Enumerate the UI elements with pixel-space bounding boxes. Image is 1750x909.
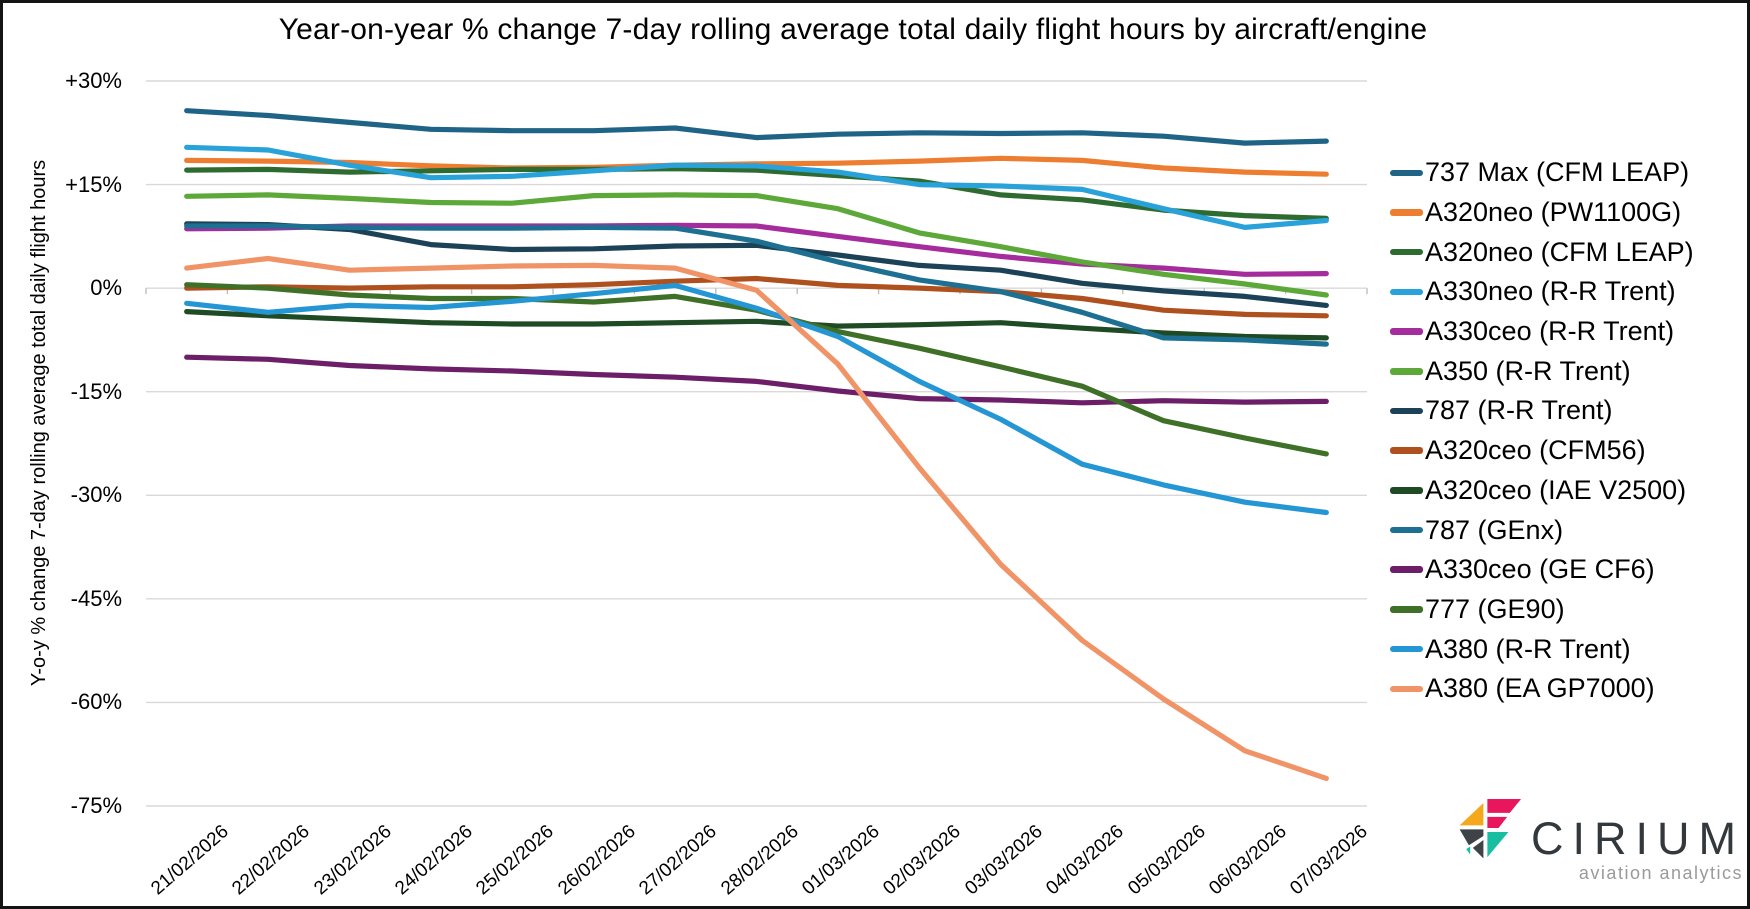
legend-item: A330ceo (R-R Trent) xyxy=(1390,312,1694,352)
legend-item: 737 Max (CFM LEAP) xyxy=(1390,153,1694,193)
legend-item: A380 (R-R Trent) xyxy=(1390,629,1694,669)
series-line-A330neo (R-R Trent) xyxy=(184,144,1329,230)
legend-swatch-icon xyxy=(1390,248,1423,256)
y-tick-label: -75% xyxy=(70,793,122,818)
legend-label: A330ceo (GE CF6) xyxy=(1425,554,1655,585)
series-line-A380 (R-R Trent) xyxy=(184,282,1329,516)
legend-swatch-icon xyxy=(1390,328,1423,335)
legend-item: A320neo (CFM LEAP) xyxy=(1390,232,1694,272)
legend-label: A330neo (R-R Trent) xyxy=(1425,276,1676,307)
legend-label: 737 Max (CFM LEAP) xyxy=(1425,157,1690,188)
legend-swatch-icon xyxy=(1390,526,1423,534)
legend-item: A330ceo (GE CF6) xyxy=(1390,550,1694,590)
series-line-787 (R-R Trent) xyxy=(184,221,1329,308)
cirium-logo: CIRIUM aviation analytics xyxy=(1451,791,1747,896)
legend-item: 787 (R-R Trent) xyxy=(1390,391,1694,431)
y-tick-label: -30% xyxy=(70,482,122,508)
legend-swatch-icon xyxy=(1390,209,1423,216)
y-tick-label: -60% xyxy=(70,689,122,715)
chart-legend: 737 Max (CFM LEAP) A320neo (PW1100G) A320n… xyxy=(1390,153,1694,709)
legend-swatch-icon xyxy=(1390,685,1423,693)
legend-swatch-icon xyxy=(1390,566,1423,573)
plot-area xyxy=(145,80,1368,807)
legend-label: A320ceo (CFM56) xyxy=(1425,435,1646,466)
y-tick-label: -15% xyxy=(70,378,122,404)
chart-title: Year-on-year % change 7-day rolling aver… xyxy=(278,13,1428,46)
legend-swatch-icon xyxy=(1390,407,1423,415)
legend-label: 787 (GEnx) xyxy=(1425,514,1564,545)
series-line-787 (GEnx) xyxy=(184,223,1329,347)
legend-swatch-icon xyxy=(1390,368,1423,375)
y-tick-label: 0% xyxy=(90,275,122,301)
legend-label: A380 (EA GP7000) xyxy=(1425,673,1655,704)
series-line-A320ceo (CFM56) xyxy=(184,275,1329,319)
legend-label: 777 (GE90) xyxy=(1425,593,1565,624)
legend-label: A330ceo (R-R Trent) xyxy=(1425,316,1675,347)
series-line-A350 (R-R Trent) xyxy=(184,192,1329,298)
legend-item: A350 (R-R Trent) xyxy=(1390,351,1694,391)
cirium-logo-icon xyxy=(1459,799,1522,859)
cirium-logo-tagline: aviation analytics xyxy=(1578,863,1743,883)
series-line-A380 (EA GP7000) xyxy=(184,255,1329,782)
legend-item: A320neo (PW1100G) xyxy=(1390,193,1694,233)
legend-item: A380 (EA GP7000) xyxy=(1390,669,1694,709)
y-tick-label: +15% xyxy=(65,171,122,197)
series-line-A330ceo (GE CF6) xyxy=(184,354,1329,406)
legend-item: A320ceo (CFM56) xyxy=(1390,431,1694,471)
legend-label: A320ceo (IAE V2500) xyxy=(1425,474,1687,505)
legend-swatch-icon xyxy=(1390,606,1423,613)
legend-item: A320ceo (IAE V2500) xyxy=(1390,471,1694,511)
cirium-logo-text: CIRIUM xyxy=(1531,813,1745,864)
legend-swatch-icon xyxy=(1390,447,1423,454)
legend-item: 787 (GEnx) xyxy=(1390,510,1694,550)
legend-swatch-icon xyxy=(1390,288,1423,296)
legend-label: A350 (R-R Trent) xyxy=(1425,355,1631,386)
legend-swatch-icon xyxy=(1390,169,1423,177)
legend-item: 777 (GE90) xyxy=(1390,590,1694,630)
legend-label: 787 (R-R Trent) xyxy=(1425,395,1613,426)
y-tick-label: +30% xyxy=(65,68,122,93)
legend-item: A330neo (R-R Trent) xyxy=(1390,272,1694,312)
series-line-737 Max (CFM LEAP) xyxy=(184,108,1329,146)
legend-swatch-icon xyxy=(1390,645,1423,653)
legend-label: A380 (R-R Trent) xyxy=(1425,633,1631,664)
legend-label: A320neo (PW1100G) xyxy=(1425,197,1682,228)
legend-label: A320neo (CFM LEAP) xyxy=(1425,236,1694,267)
y-tick-label: -45% xyxy=(70,585,122,611)
legend-swatch-icon xyxy=(1390,487,1423,494)
